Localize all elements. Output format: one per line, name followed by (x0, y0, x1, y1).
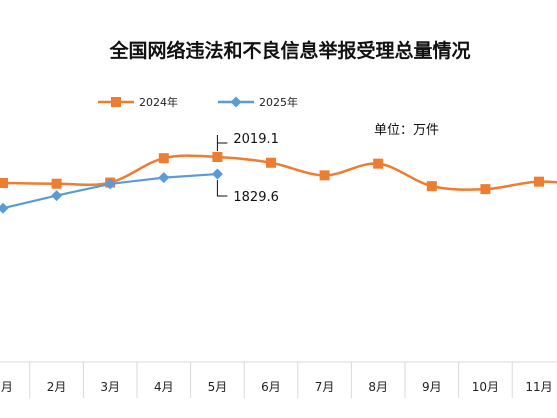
x-tick-label: 9月 (422, 380, 442, 394)
x-tick-label: 10月 (472, 380, 499, 394)
legend-item: 2025年 (218, 95, 298, 109)
data-point (0, 202, 9, 214)
series-layer (0, 151, 557, 214)
x-tick-label: 4月 (154, 380, 174, 394)
callout-line (216, 134, 228, 151)
series-1 (0, 151, 557, 195)
x-tick-label: 8月 (368, 380, 388, 394)
x-tick-label: 2月 (47, 380, 67, 394)
legend-item: 2024年 (98, 95, 178, 109)
annotation-layer: 2019.1 1829.6 (216, 132, 279, 205)
x-tick-label: 1月 (0, 380, 13, 394)
x-tick-label: 7月 (315, 380, 335, 394)
data-point (319, 170, 330, 181)
data-point (266, 157, 276, 168)
legend: 2024年 2025年 (98, 95, 298, 109)
x-tick-label: 11月 (525, 380, 552, 394)
data-label-text: 1829.6 (233, 190, 279, 205)
data-point (373, 158, 384, 169)
data-point (480, 184, 491, 195)
data-label-text: 2019.1 (233, 132, 279, 147)
data-point (104, 178, 116, 190)
legend-marker (111, 97, 121, 107)
chart-title: 全国网络违法和不良信息举报受理总量情况 (108, 39, 470, 62)
data-point (426, 181, 437, 192)
data-point (158, 153, 169, 164)
unit-label: 单位：万件 (374, 123, 439, 138)
data-point (51, 178, 62, 189)
legend-label: 2024年 (139, 95, 178, 109)
x-tick-label: 6月 (261, 380, 281, 394)
data-point (534, 176, 544, 187)
data-point (211, 168, 223, 180)
data-point (158, 172, 170, 184)
legend-label: 2025年 (259, 95, 298, 109)
data-label: 2019.1 (216, 132, 279, 151)
callout-line (216, 180, 228, 197)
data-label: 1829.6 (216, 180, 279, 205)
series-2 (0, 168, 223, 214)
x-tick-label: 3月 (100, 380, 120, 394)
data-point (212, 151, 223, 162)
x-tick-label: 5月 (208, 380, 228, 394)
data-point (0, 178, 8, 188)
x-axis: 1月2月3月4月5月6月7月8月9月10月11月12月 (0, 361, 557, 398)
data-point (51, 190, 63, 202)
legend-marker (230, 96, 242, 108)
series-line (2, 154, 557, 191)
